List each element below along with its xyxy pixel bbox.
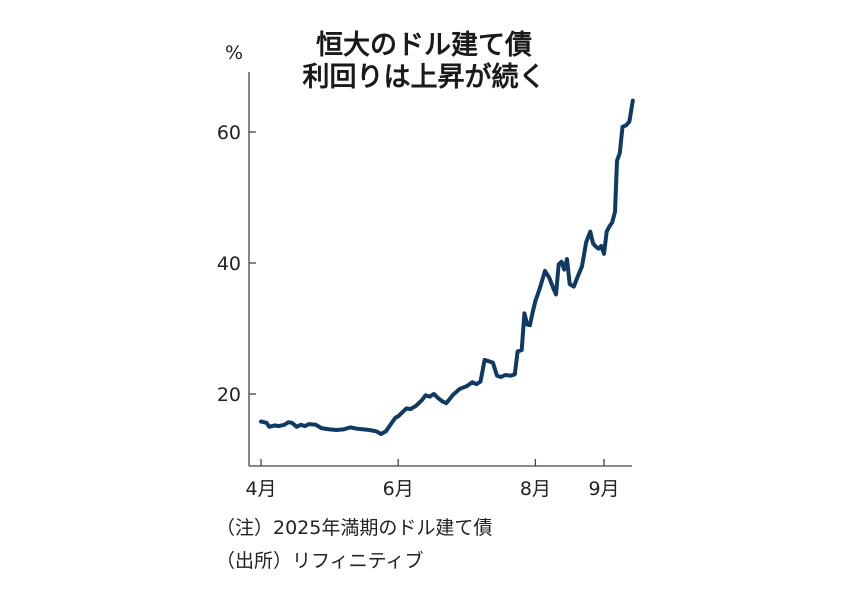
chart-title-line2: 利回りは上昇が続く [302,62,546,93]
chart-title-line1: 恒大のドル建て債 [316,30,532,61]
chart-source: （出所）リフィニティブ [216,550,424,572]
y-tick-label-20: 20 [217,384,241,406]
y-axis-unit-label: % [225,42,244,64]
series-line-0 [259,98,635,436]
x-tick-label-0: 4月 [245,478,276,500]
y-tick-label-60: 60 [217,122,241,144]
x-tick-label-1: 6月 [383,478,414,500]
x-tick-label-3: 9月 [588,478,619,500]
chart-note: （注）2025年満期のドル建て債 [216,517,493,539]
y-tick-label-40: 40 [217,253,241,275]
x-tick-label-2: 8月 [520,478,551,500]
